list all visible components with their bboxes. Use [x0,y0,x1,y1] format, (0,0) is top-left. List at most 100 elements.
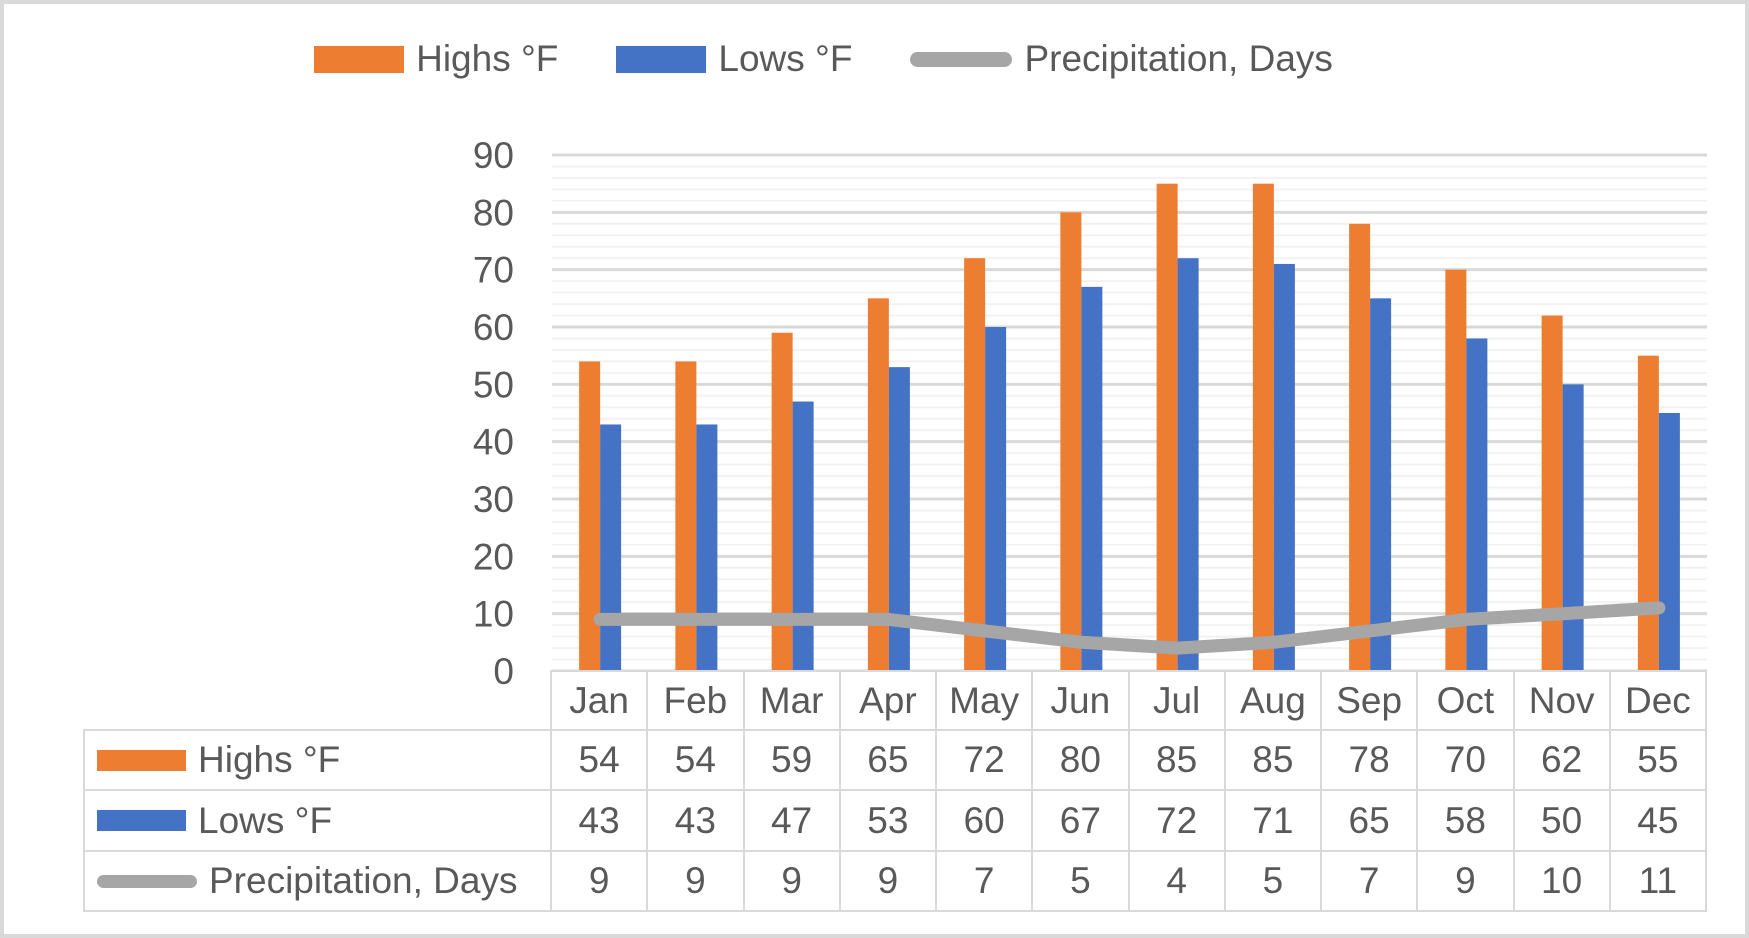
bar-lows-Aug [1273,263,1295,671]
y-tick-label: 0 [493,651,514,692]
month-header-Dec: Dec [1608,670,1708,731]
table-cell-precip-Feb: 9 [646,850,745,912]
line-swatch-icon [910,51,1013,67]
table-cell-precip-Dec: 11 [1608,850,1708,912]
row-label-precipitation: Precipitation, Days [83,850,552,912]
y-tick-label: 40 [473,422,514,463]
table-corner-blank [84,671,551,730]
y-tick-label: 50 [473,364,514,405]
month-header-May: May [934,670,1034,731]
month-header-Mar: Mar [742,670,841,731]
series-name: Highs °F [198,739,341,780]
table-cell-highs-Sep: 78 [1319,729,1419,791]
table-cell-highs-Aug: 85 [1223,729,1323,791]
major-gridlines [552,153,1707,673]
precipitation-line [593,601,1666,655]
table-cell-lows-Mar: 47 [742,789,841,852]
bar-lows-Jun [1081,286,1103,671]
table-cell-highs-May: 72 [934,729,1034,791]
series-name: Lows °F [198,799,333,841]
bar-lows-Jan [600,424,622,671]
bar-lows-Dec [1658,413,1680,671]
table-cell-lows-Dec: 45 [1608,789,1708,852]
table-cell-precip-Oct: 9 [1416,850,1515,912]
table-cell-highs-Nov: 62 [1512,729,1611,791]
y-tick-label: 20 [473,536,514,577]
month-header-Aug: Aug [1223,670,1323,731]
table-cell-highs-Dec: 55 [1608,729,1708,791]
month-header-Sep: Sep [1319,670,1419,731]
table-cell-highs-Oct: 70 [1416,729,1515,791]
month-header-Apr: Apr [838,670,938,731]
bar-swatch-icon [97,749,186,771]
legend-item-highs: Highs °F [314,38,558,80]
table-cell-precip-Mar: 9 [742,850,841,912]
table-cell-highs-Mar: 59 [742,729,841,791]
table-cell-highs-Jul: 85 [1127,729,1226,791]
table-cell-precip-Sep: 7 [1319,850,1419,912]
row-label-highs: Highs °F [83,729,552,791]
bar-swatch-icon [97,810,186,831]
bar-highs-Apr [867,298,889,671]
bar-lows-Feb [696,424,718,671]
table-cell-precip-Apr: 9 [838,850,938,912]
table-cell-lows-Apr: 53 [838,789,938,852]
table-cell-lows-Sep: 65 [1319,789,1419,852]
y-tick-label: 60 [473,307,514,348]
month-header-Nov: Nov [1512,670,1611,731]
month-header-Jul: Jul [1127,670,1226,731]
table-cell-highs-Jan: 54 [549,729,649,791]
line-swatch-icon [97,874,197,888]
bar-lows-Nov [1562,384,1584,671]
series-name: Precipitation, Days [209,860,518,901]
table-cell-precip-Nov: 10 [1512,850,1611,912]
table-cell-lows-Nov: 50 [1512,789,1611,852]
bar-series [579,183,1680,672]
table-cell-lows-Aug: 71 [1223,789,1323,852]
table-cell-precip-May: 7 [934,850,1034,912]
y-tick-label: 70 [473,250,514,291]
y-axis-tick-labels: 0 10 20 30 40 50 60 70 80 90 [473,135,514,692]
table-cell-precip-Aug: 5 [1223,850,1323,912]
bar-highs-May [964,258,986,671]
y-tick-label: 10 [473,594,514,635]
table-cell-lows-Jul: 72 [1127,789,1226,852]
legend-label: Lows °F [718,38,853,79]
y-tick-label: 30 [473,479,514,520]
table-cell-precip-Jan: 9 [549,850,649,912]
bar-highs-Jul [1156,183,1178,671]
bar-highs-Oct [1445,269,1467,671]
y-tick-label: 90 [473,135,514,176]
bar-swatch-icon [314,45,405,73]
table-cell-lows-May: 60 [934,789,1034,852]
table-cell-highs-Apr: 65 [838,729,938,791]
minor-gridlines [552,165,1707,661]
bar-highs-Aug [1252,183,1274,671]
bar-highs-Sep [1349,223,1371,672]
row-label-lows: Lows °F [83,789,552,852]
line-series [593,601,1666,655]
data-table: Jan Feb Mar Apr May Jun Jul Aug Sep Oct Nov Dec High… [83,670,1708,912]
month-header-Oct: Oct [1416,670,1515,731]
table-cell-precip-Jul: 4 [1127,850,1226,912]
bar-highs-Jun [1060,212,1082,672]
bar-highs-Feb [675,361,697,671]
table-cell-highs-Feb: 54 [646,729,745,791]
bar-lows-Oct [1466,338,1488,671]
bar-highs-Mar [771,332,793,671]
chart-plot-area: 0 10 20 30 40 50 60 70 80 90 [473,135,1707,692]
bar-lows-Jul [1177,258,1199,671]
bar-highs-Dec [1637,355,1659,671]
y-tick-label: 80 [473,192,514,233]
legend-label: Highs °F [416,38,559,79]
bar-lows-Mar [792,401,814,671]
bar-lows-Apr [888,367,910,671]
chart-legend: Highs °F Lows °F Precipitation, Days [4,38,1694,80]
month-header-Jun: Jun [1031,670,1130,731]
legend-item-lows: Lows °F [616,38,852,80]
table-cell-lows-Feb: 43 [646,789,745,852]
month-header-Feb: Feb [646,670,745,731]
table-cell-lows-Jan: 43 [549,789,649,852]
table-cell-highs-Jun: 80 [1031,729,1130,791]
